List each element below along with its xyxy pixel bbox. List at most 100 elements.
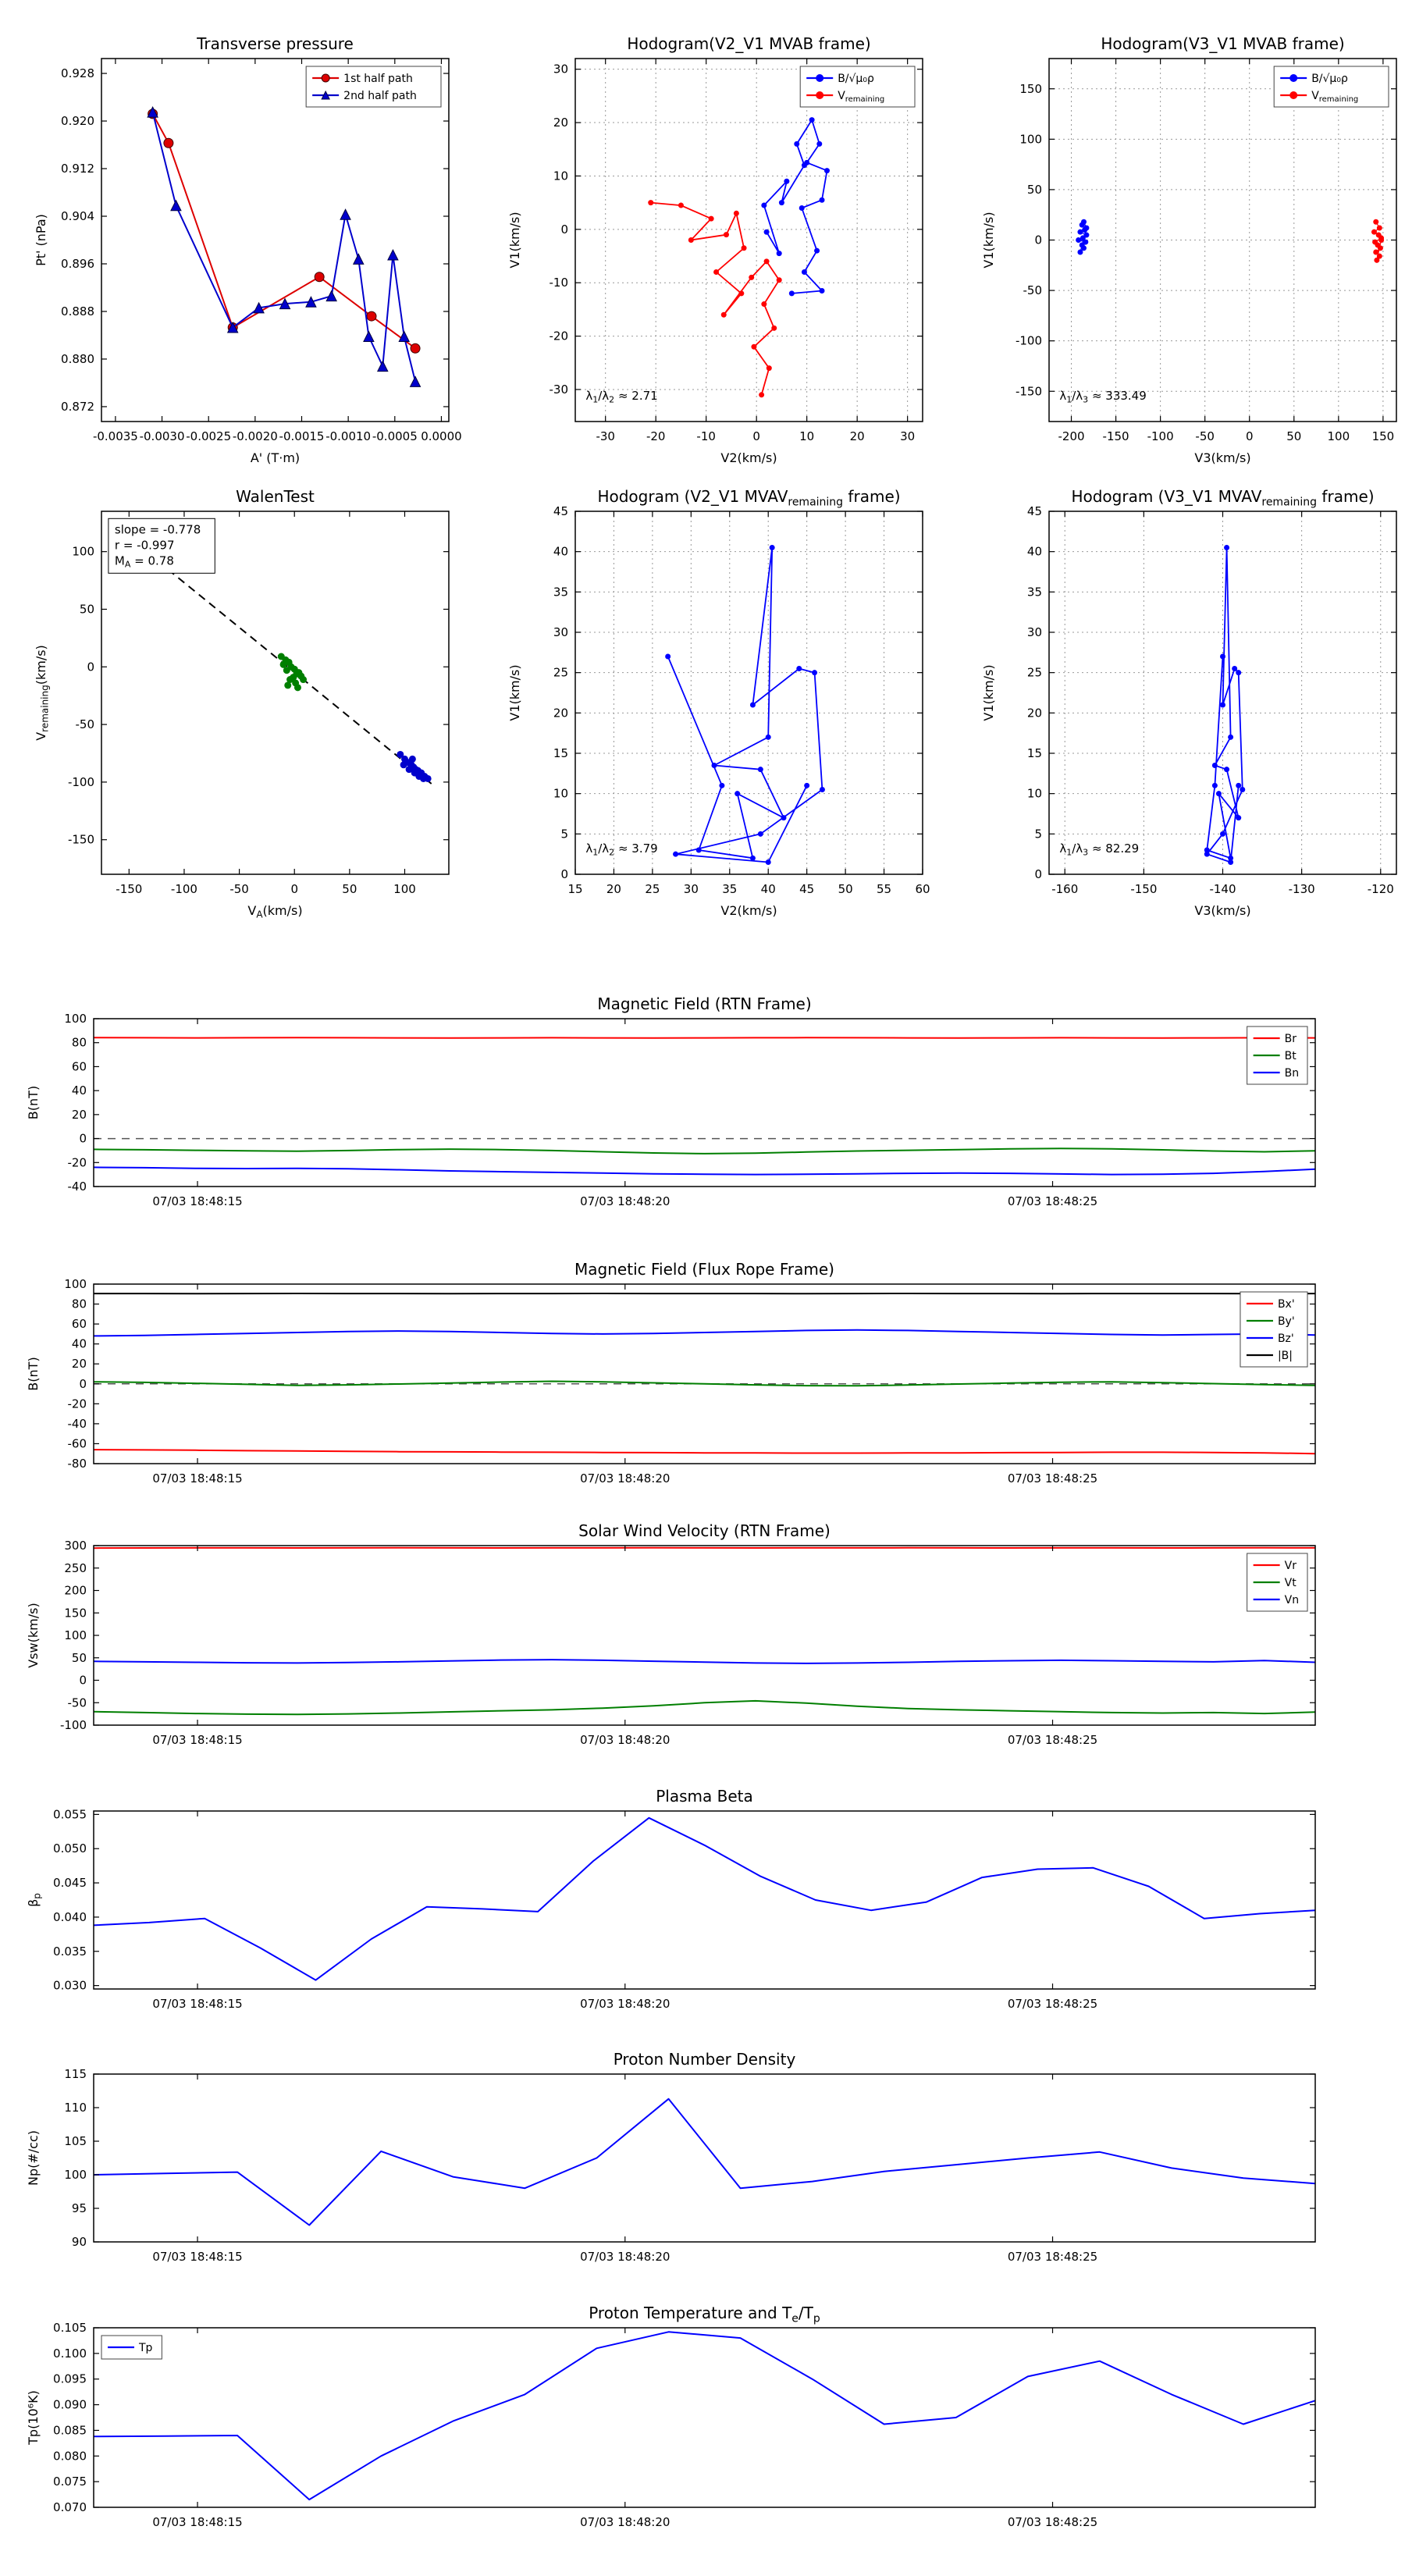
chart-title: Magnetic Field (Flux Rope Frame) [574,1260,834,1279]
grid [1049,59,1396,422]
legend-label: Vt [1285,1577,1297,1589]
series-tp [93,2331,1316,2501]
x-tick-label: -100 [171,882,197,896]
y-tick-label: 95 [72,2201,87,2215]
axis-ticks: -150 -100 -50 0 50 100 -150 -100 -50 0 50 100 [68,511,449,896]
legend-label: Br [1285,1033,1297,1045]
x-tick-label: 0 [752,429,760,443]
chart-title: Magnetic Field (RTN Frame) [597,994,811,1013]
y-tick-label: 110 [64,2101,87,2115]
x-tick-label: -100 [1147,429,1174,443]
y-tick-label: 100 [1019,132,1042,146]
y-tick-label: 0 [79,1132,87,1146]
annotation: λ1/λ3 ≈ 333.49 [1059,389,1146,404]
x-tick-label: -10 [696,429,716,443]
y-axis-label: Np(#/cc) [26,2130,41,2186]
x-tick-label: -200 [1058,429,1085,443]
y-tick-label: 300 [64,1539,87,1553]
y-tick-label: 0.050 [53,1841,87,1856]
x-axis-label: A' (T·m) [251,450,300,465]
y-axis-label: Vsw(km/s) [26,1603,41,1667]
x-tick-label: -160 [1051,882,1078,896]
y-tick-label: -60 [68,1436,87,1450]
panel-plasma-beta: 07/03 18:48:15 07/03 18:48:20 07/03 18:48:… [26,1787,1316,2011]
series-by-prime [93,1380,1316,1387]
axis-ticks: -30 -20 -10 0 10 20 30 -30 -20 -10 0 10 20 30 [550,59,923,443]
y-tick-label: 40 [72,1083,87,1098]
y-tick-label: 150 [1019,82,1042,96]
y-tick-label: 0 [79,1377,87,1391]
legend: B/√μ₀ρ Vremaining [1273,66,1389,108]
legend-label: B/√μ₀ρ [1311,73,1348,85]
y-tick-label: 15 [553,746,568,760]
y-tick-label: 0 [560,222,568,237]
y-tick-label: -80 [68,1457,87,1471]
y-tick-label: 0.030 [53,1979,87,1993]
y-tick-label: 40 [1027,545,1042,559]
axes-frame [93,1283,1316,1464]
y-tick-label: 35 [1027,585,1042,599]
x-axis-label: V2(km/s) [720,903,777,918]
x-tick-label: 07/03 18:48:25 [1008,1997,1097,2011]
legend-label: Vremaining [1311,90,1358,104]
x-axis-label: VA(km/s) [247,903,302,920]
chart-title: Hodogram(V3_V1 MVAB frame) [1101,34,1344,53]
panel-proton-density: 07/03 18:48:15 07/03 18:48:20 07/03 18:48:… [26,2050,1316,2264]
x-tick-label: 07/03 18:48:15 [152,1733,242,1747]
x-tick-label: 100 [1328,429,1350,443]
y-tick-label: 0 [87,660,94,674]
chart-title: WalenTest [236,487,315,506]
panel-vsw-rtn: 07/03 18:48:15 07/03 18:48:20 07/03 18:48:… [26,1521,1316,1747]
x-tick-label: 07/03 18:48:25 [1008,1733,1097,1747]
axes-frame [101,511,450,875]
x-tick-label: 20 [850,429,865,443]
y-tick-label: -150 [1016,384,1042,398]
plot-area [94,2328,1315,2507]
y-tick-label: 20 [553,706,568,720]
y-tick-label: 105 [64,2134,87,2148]
axis-ticks: -160 -150 -140 -130 -120 0 5 10 15 20 25 30 35 40 45 [1027,504,1396,896]
axis-ticks: 07/03 18:48:15 07/03 18:48:20 07/03 18:48:… [60,1539,1315,1747]
y-tick-label: 200 [64,1584,87,1598]
x-tick-label: 07/03 18:48:20 [580,1194,670,1208]
axes-frame [93,2073,1316,2243]
panel-transverse-pressure: -0.0035 -0.0030 -0.0025 -0.0020 -0.0015 -0.00… [34,34,462,465]
y-tick-label: 20 [1027,706,1042,720]
series-v-path-markers [665,545,825,865]
y-tick-label: 20 [72,1108,87,1122]
x-tick-label: -0.0020 [233,429,278,443]
legend: Tp [101,2335,162,2360]
chart-title: Proton Number Density [614,2050,796,2069]
x-tick-label: 07/03 18:48:25 [1008,1471,1097,1485]
y-tick-label: 100 [64,1277,87,1291]
y-tick-label: -100 [1016,334,1042,348]
axis-ticks: 07/03 18:48:15 07/03 18:48:20 07/03 18:48:… [53,2321,1315,2529]
y-tick-label: 100 [64,1628,87,1642]
x-tick-label: -0.0005 [372,429,418,443]
x-axis-label: V3(km/s) [1194,450,1250,465]
legend: Vr Vt Vn [1247,1553,1308,1612]
plot-area [94,2074,1315,2242]
y-tick-label: 0.920 [61,114,94,128]
y-tick-label: 80 [72,1297,87,1311]
y-tick-label: 60 [72,1059,87,1073]
panel-hodogram-v3v1-mvab: -200 -150 -100 -50 0 50 100 150 -150 -100 -50 0 50 10… [981,34,1397,465]
annotation-text: λ1/λ2 ≈ 3.79 [585,841,657,857]
y-tick-label: 0.105 [53,2321,87,2335]
legend-label: 1st half path [343,73,413,85]
chart-title: Transverse pressure [196,34,354,53]
y-tick-label: 30 [553,625,568,639]
x-tick-label: 0 [290,882,298,896]
axis-ticks: 07/03 18:48:15 07/03 18:48:20 07/03 18:48:… [64,1277,1315,1485]
legend: 1st half path 2nd half path [305,66,442,108]
y-tick-label: 0.080 [53,2449,87,2463]
axes-frame [574,58,923,422]
y-tick-label: 5 [560,827,568,841]
series-first-half-path [151,113,416,350]
y-tick-label: 150 [64,1606,87,1620]
x-tick-label: -120 [1368,882,1394,896]
panel-walen-test: -150 -100 -50 0 50 100 -150 -100 -50 0 50 100 WalenT… [34,487,450,920]
y-tick-label: 100 [72,545,94,559]
